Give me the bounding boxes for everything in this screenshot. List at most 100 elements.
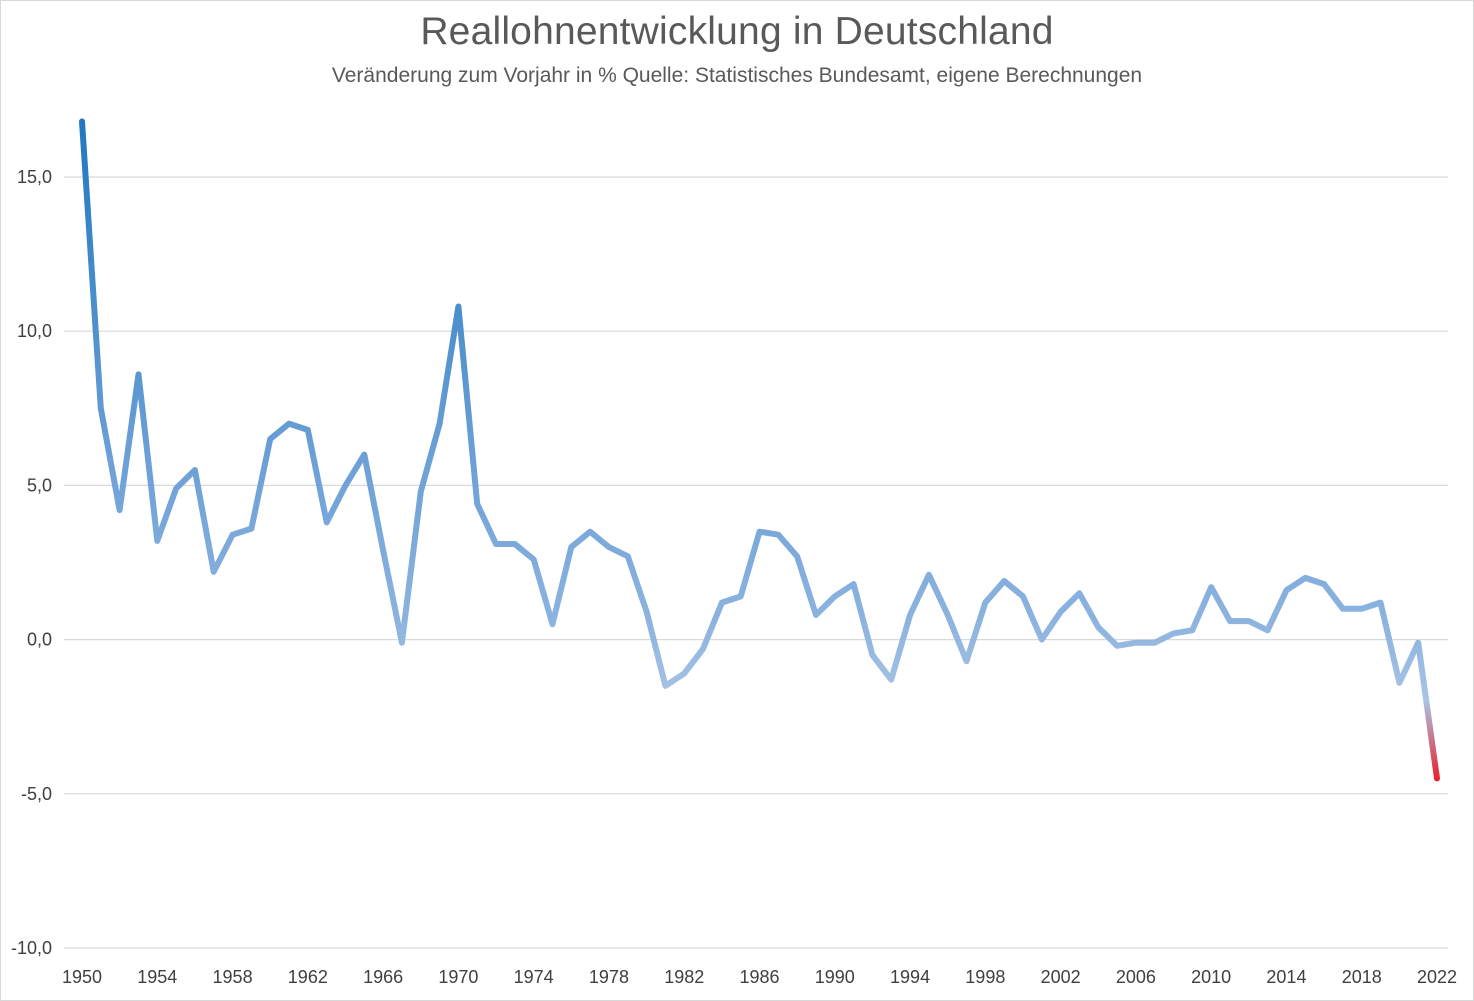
data-point <box>192 468 197 473</box>
data-point <box>757 529 762 534</box>
x-tick-label: 1966 <box>363 967 403 987</box>
x-tick-label: 2022 <box>1417 967 1457 987</box>
data-point <box>1021 594 1026 599</box>
y-tick-label: 0,0 <box>27 630 52 650</box>
data-point <box>588 529 593 534</box>
data-point <box>475 501 480 506</box>
y-tick-label: -5,0 <box>21 784 52 804</box>
data-point <box>362 452 367 457</box>
data-point <box>343 483 348 488</box>
x-tick-label: 1974 <box>514 967 554 987</box>
x-tick-label: 1978 <box>589 967 629 987</box>
data-point <box>738 594 743 599</box>
data-point <box>418 489 423 494</box>
data-point <box>569 545 574 550</box>
y-tick-label: 10,0 <box>17 321 52 341</box>
data-point <box>719 600 724 605</box>
data-point <box>1340 606 1345 611</box>
data-point <box>851 582 856 587</box>
x-tick-label: 1950 <box>62 967 102 987</box>
data-point <box>1152 640 1157 645</box>
data-point <box>1435 776 1440 781</box>
data-point <box>324 520 329 525</box>
data-point <box>117 508 122 513</box>
x-tick-label: 1958 <box>213 967 253 987</box>
chart-title: Reallohnentwicklung in Deutschland <box>420 10 1054 53</box>
x-tick-label: 1986 <box>739 967 779 987</box>
data-point <box>983 600 988 605</box>
x-tick-label: 1994 <box>890 967 930 987</box>
y-axis-tick-labels: 15,0 10,0 5,0 0,0 -5,0 -10,0 <box>11 167 52 958</box>
x-tick-label: 1954 <box>137 967 177 987</box>
data-point <box>644 609 649 614</box>
data-point <box>1265 628 1270 633</box>
x-tick-label: 2014 <box>1266 967 1306 987</box>
data-point <box>606 545 611 550</box>
data-point <box>1322 582 1327 587</box>
data-point <box>814 612 819 617</box>
data-point <box>1359 606 1364 611</box>
data-point <box>268 437 273 442</box>
data-point <box>1190 628 1195 633</box>
data-point <box>870 653 875 658</box>
data-point <box>1002 579 1007 584</box>
y-gridlines <box>64 176 1448 949</box>
data-point <box>908 612 913 617</box>
data-point <box>305 427 310 432</box>
data-point <box>964 659 969 664</box>
data-point <box>776 532 781 537</box>
data-point <box>795 554 800 559</box>
data-point <box>945 612 950 617</box>
series-line-reallohn <box>79 118 1440 782</box>
data-point <box>98 406 103 411</box>
chart-subtitle: Veränderung zum Vorjahr in % Quelle: Sta… <box>331 64 1143 87</box>
data-point <box>663 683 668 688</box>
data-point <box>399 640 404 645</box>
data-point <box>155 538 160 543</box>
x-tick-label: 1998 <box>965 967 1005 987</box>
data-point <box>625 554 630 559</box>
x-tick-label: 2018 <box>1342 967 1382 987</box>
data-point <box>1416 640 1421 645</box>
data-point <box>211 569 216 574</box>
data-point <box>832 594 837 599</box>
data-point <box>1228 619 1233 624</box>
data-point <box>1246 619 1251 624</box>
x-tick-label: 1982 <box>664 967 704 987</box>
data-point <box>701 646 706 651</box>
data-point <box>550 622 555 627</box>
data-point <box>456 304 461 309</box>
x-tick-label: 1970 <box>438 967 478 987</box>
x-axis-tick-labels: 1950 1954 1958 1962 1966 1970 1974 1978 1982 1986… <box>62 967 1457 987</box>
x-tick-label: 1990 <box>815 967 855 987</box>
data-point <box>381 548 386 553</box>
x-tick-label: 1962 <box>288 967 328 987</box>
data-point <box>136 372 141 377</box>
data-point <box>531 557 536 562</box>
data-point <box>1397 680 1402 685</box>
data-point <box>1209 585 1214 590</box>
data-point <box>1077 591 1082 596</box>
data-point <box>1171 631 1176 636</box>
data-point <box>1284 588 1289 593</box>
data-point <box>926 572 931 577</box>
x-tick-label: 2006 <box>1116 967 1156 987</box>
y-tick-label: 5,0 <box>27 475 52 495</box>
data-point <box>80 119 85 124</box>
data-point <box>249 526 254 531</box>
data-point <box>1115 643 1120 648</box>
data-point <box>1039 637 1044 642</box>
x-tick-label: 2002 <box>1041 967 1081 987</box>
y-tick-label: 15,0 <box>17 167 52 187</box>
data-points <box>80 119 1440 781</box>
data-point <box>1133 640 1138 645</box>
data-point <box>1058 609 1063 614</box>
data-point <box>174 486 179 491</box>
x-tick-label: 2010 <box>1191 967 1231 987</box>
data-point <box>494 542 499 547</box>
data-point <box>1303 575 1308 580</box>
data-point <box>1378 600 1383 605</box>
data-point <box>287 421 292 426</box>
